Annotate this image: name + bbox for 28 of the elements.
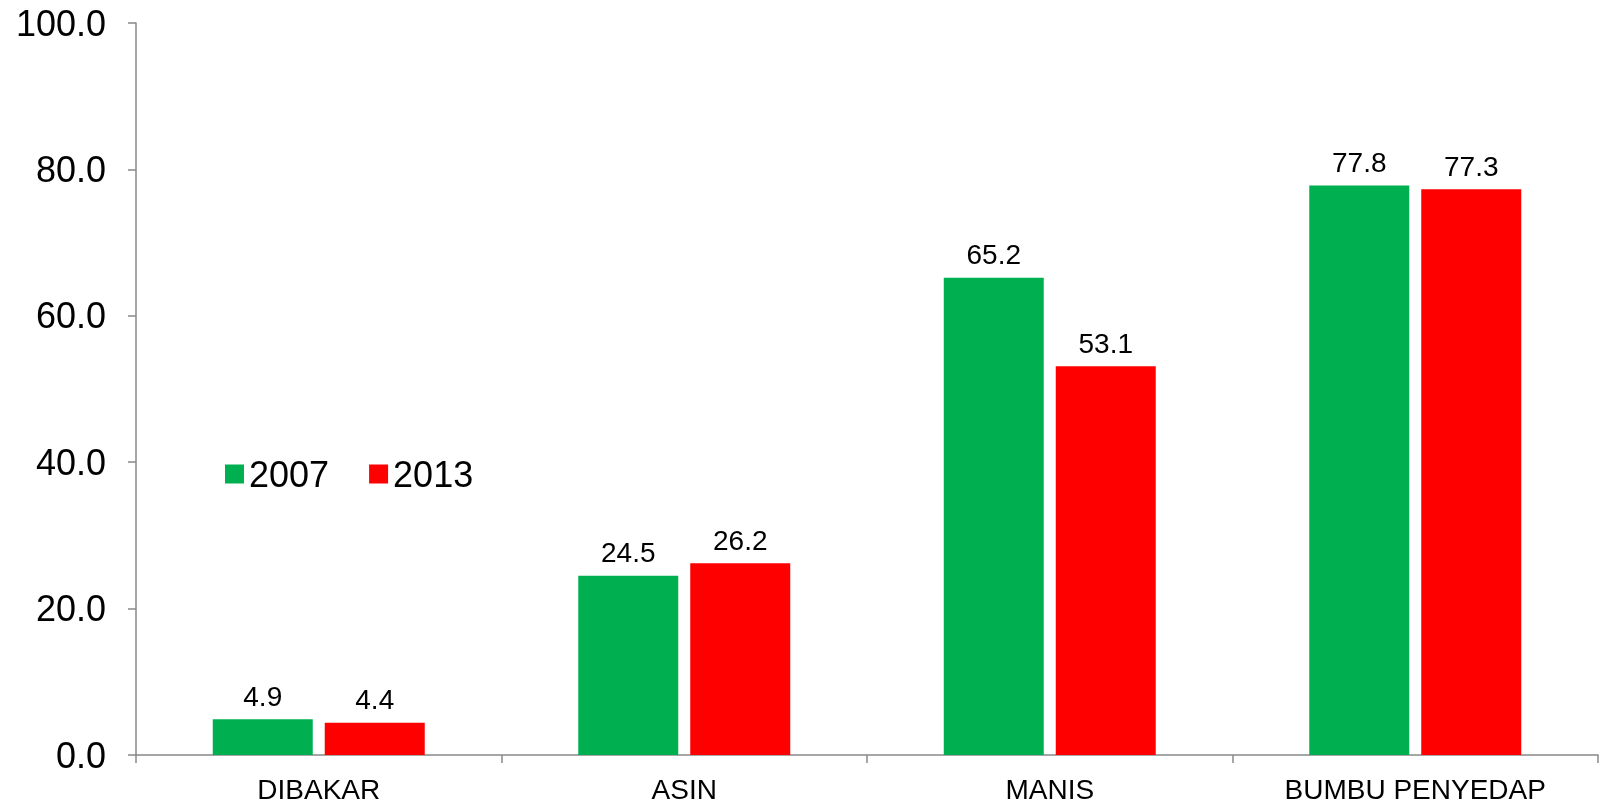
bar [690,563,791,755]
bar [1309,185,1410,755]
bar [1055,366,1156,755]
bar [943,277,1044,755]
x-tick-label: BUMBU PENYEDAP [1284,773,1546,804]
bar [578,575,679,755]
legend-label: 2007 [249,453,330,495]
x-tick-label: DIBAKAR [257,773,381,804]
y-tick-label: 100.0 [15,2,106,44]
legend-label: 2013 [393,453,474,495]
data-label: 24.5 [601,537,656,569]
y-tick-label: 20.0 [35,588,106,630]
x-tick-label: MANIS [1005,773,1095,804]
y-tick-label: 80.0 [35,148,106,190]
data-label: 4.4 [355,684,395,716]
bar [1421,189,1522,755]
data-label: 53.1 [1078,327,1133,359]
data-label: 77.8 [1332,147,1387,178]
data-label: 77.3 [1444,150,1499,182]
y-tick-label: 40.0 [35,441,106,483]
bar [212,719,313,755]
y-tick-label: 0.0 [55,734,106,776]
data-label: 4.9 [243,680,283,712]
y-tick-label: 60.0 [35,295,106,337]
x-tick-label: ASIN [651,773,717,804]
data-label: 26.2 [713,524,768,556]
bar [324,722,425,755]
data-label: 65.2 [966,239,1021,271]
